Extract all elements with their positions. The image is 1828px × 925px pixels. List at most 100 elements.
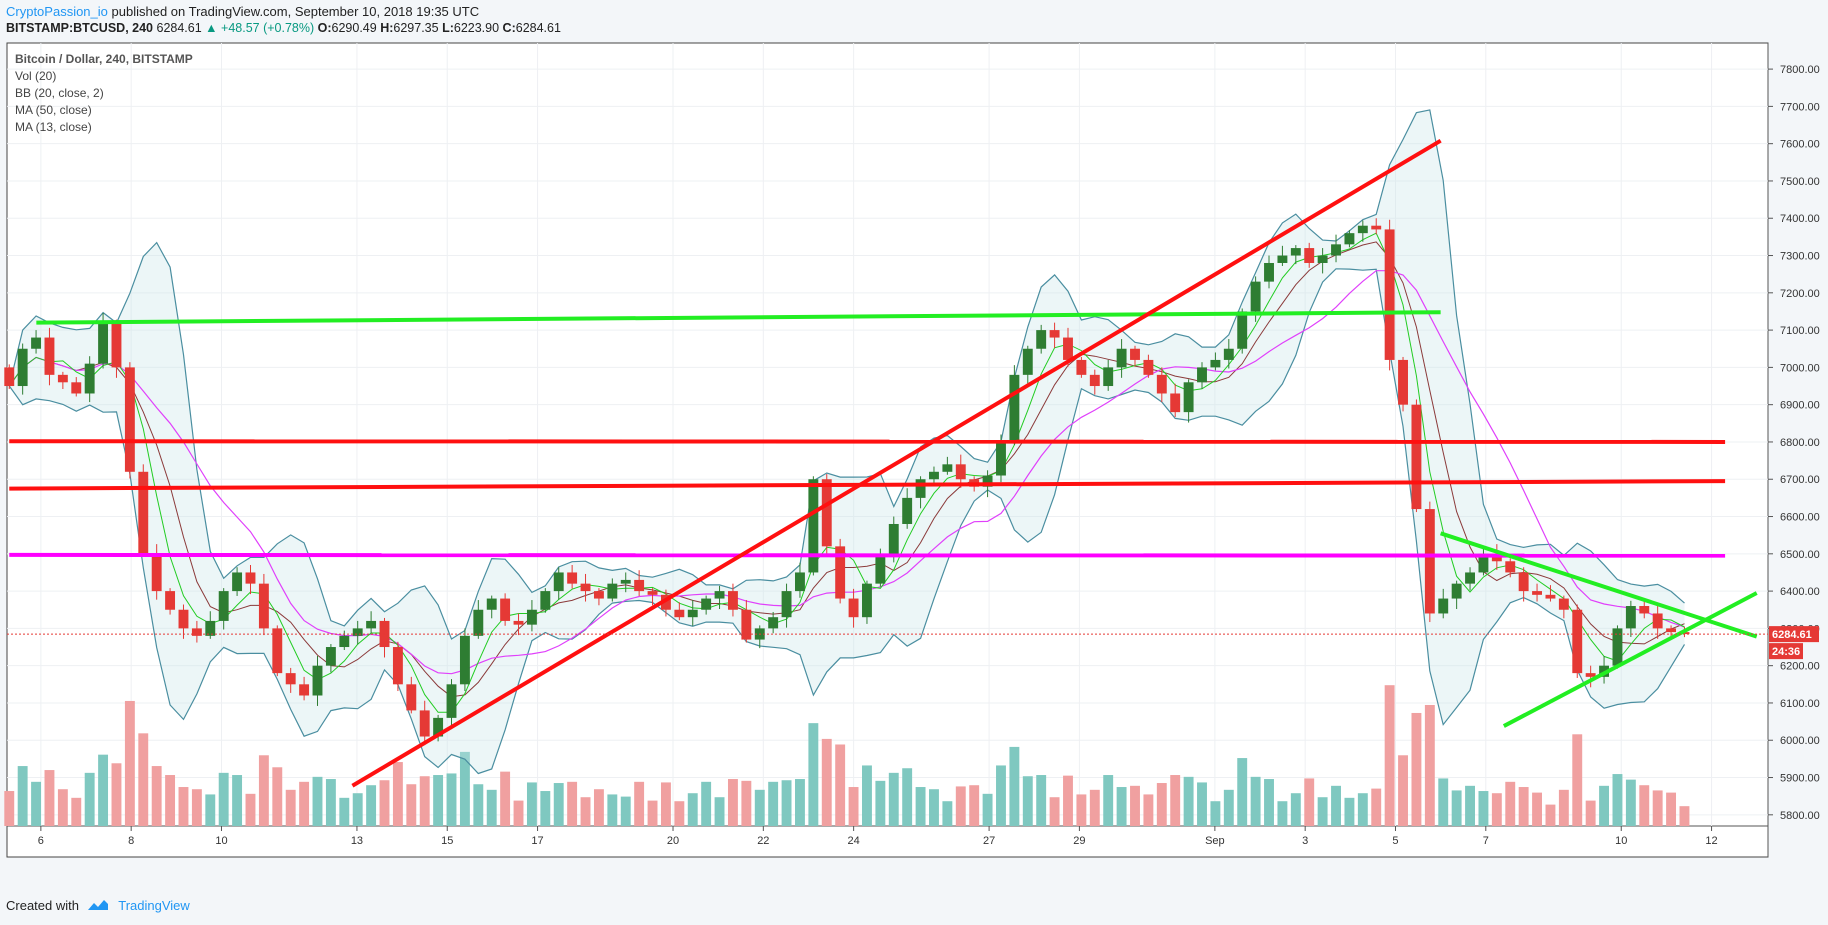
candle-body (607, 583, 618, 599)
close-value: 6284.61 (515, 21, 561, 35)
candle-body (285, 673, 296, 685)
candle-body (1076, 359, 1087, 375)
candle-body (1049, 330, 1060, 338)
candle-body (1277, 255, 1288, 263)
volume-bar (634, 781, 645, 826)
volume-bar (379, 780, 390, 826)
price-tick-label: 6800.00 (1780, 437, 1820, 449)
volume-bar (1451, 790, 1462, 826)
trend-lines[interactable] (9, 138, 1758, 788)
price-tick-label: 6700.00 (1780, 474, 1820, 486)
price-tick-label: 7800.00 (1780, 64, 1820, 76)
price-tick-label: 7100.00 (1780, 325, 1820, 337)
volume-bar (607, 794, 618, 826)
time-tick-label: 6 (38, 835, 44, 847)
price-tick-label: 6100.00 (1780, 698, 1820, 710)
volume-bar (1317, 797, 1328, 826)
bollinger-middle-band (8, 241, 1685, 698)
volume-bar (1545, 804, 1556, 826)
candle-body (1572, 609, 1583, 674)
candle-body (526, 609, 537, 625)
time-tick-label: 10 (215, 835, 227, 847)
price-tick-label: 7700.00 (1780, 101, 1820, 113)
candle-body (419, 710, 430, 737)
candle-body (312, 665, 323, 696)
candle-body (258, 583, 269, 629)
volume-bar (969, 785, 980, 826)
candle-body (352, 628, 363, 636)
volume-bar (942, 801, 953, 826)
candle-body (1465, 572, 1475, 584)
time-tick-label: Sep (1205, 835, 1225, 847)
legend-title: Bitcoin / Dollar, 240, BITSTAMP (15, 52, 193, 66)
price-tick-label: 7500.00 (1780, 176, 1820, 188)
volume-bar (1143, 794, 1154, 826)
volume-bar (205, 794, 216, 826)
legend: Bitcoin / Dollar, 240, BITSTAMP Vol (20)… (15, 52, 193, 134)
candle-body (1344, 233, 1355, 245)
candle-body (1130, 348, 1140, 360)
candle-body (942, 464, 953, 472)
volume-bar (1264, 779, 1274, 826)
volume-bar (955, 786, 966, 826)
price-chart[interactable]: 7800.00 7700.00 7600.00 7500.00 7400.00 7300.… (0, 42, 1828, 894)
candle-body (1639, 606, 1650, 614)
volume-bar (1116, 787, 1127, 826)
volume-bar (1371, 788, 1382, 826)
volume-bar (1398, 755, 1408, 826)
price-tick-label: 7300.00 (1780, 251, 1820, 263)
chart-header: CryptoPassion_io published on TradingVie… (0, 0, 1828, 44)
volume-bar (1344, 797, 1355, 826)
candle-body (660, 594, 671, 610)
volume-bar (165, 775, 176, 826)
candle-body (31, 337, 42, 349)
candle-body (138, 471, 149, 554)
volume-bar (459, 751, 470, 826)
symbol-label[interactable]: BITSTAMP:BTCUSD, 240 (6, 21, 154, 35)
author-link[interactable]: CryptoPassion_io (6, 4, 108, 19)
tradingview-link[interactable]: TradingView (118, 898, 190, 913)
volume-bar (1652, 790, 1663, 826)
price-tick-label: 6000.00 (1780, 735, 1820, 747)
price-change: ▲ +48.57 (+0.78%) (205, 21, 315, 35)
volume-bar (808, 723, 819, 826)
trend-line-green (1502, 591, 1758, 728)
candle-body (875, 553, 886, 584)
volume-bar (1130, 785, 1140, 826)
candle-body (71, 382, 82, 394)
candle-body (781, 591, 792, 618)
volume-bar (1170, 775, 1181, 826)
time-axis[interactable]: 6 8 10 13 15 17 20 22 24 27 29 Sep 3 5 7 10 12 (38, 826, 1718, 847)
volume-bar (325, 779, 336, 826)
open-value: 6290.49 (331, 21, 377, 35)
volume-bar (929, 789, 939, 826)
candle-body (1438, 598, 1449, 614)
candle-body (459, 635, 470, 685)
volume-bar (1505, 781, 1516, 826)
price-tick-label: 6400.00 (1780, 586, 1820, 598)
volume-bar (714, 797, 725, 826)
volume-bar (1585, 800, 1596, 826)
candle-body (1398, 359, 1408, 405)
time-tick-label: 8 (128, 835, 134, 847)
candle-body (1652, 613, 1663, 629)
price-axis[interactable]: 7800.00 7700.00 7600.00 7500.00 7400.00 7300.… (1768, 64, 1820, 822)
volume-bar (553, 783, 564, 826)
volume-bar (1197, 782, 1207, 826)
candle-body (1545, 594, 1556, 599)
grid (7, 43, 1768, 826)
publish-line: CryptoPassion_io published on TradingVie… (6, 4, 479, 19)
volume-bar (1518, 787, 1529, 826)
volume-bar (1156, 783, 1167, 826)
volume-bar (1063, 775, 1073, 826)
publish-info: published on TradingView.com, September … (111, 4, 480, 19)
candle-body (821, 479, 832, 547)
candle-body (1183, 382, 1194, 413)
volume-bar (1089, 789, 1100, 826)
volume-bar (1478, 791, 1489, 826)
volume-bar (111, 763, 122, 826)
candle-body (178, 609, 189, 629)
candle-body (1009, 374, 1020, 442)
footer: Created with TradingView (6, 898, 190, 914)
candle-body (674, 609, 685, 618)
